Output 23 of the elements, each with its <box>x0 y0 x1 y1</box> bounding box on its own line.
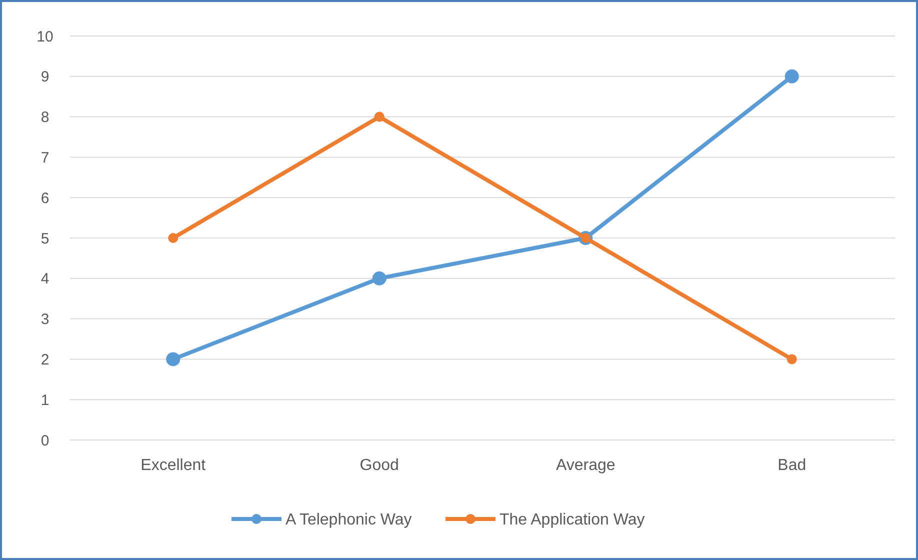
y-tick-label: 9 <box>40 68 50 86</box>
y-tick-label: 5 <box>40 230 50 248</box>
y-tick-label: 7 <box>40 149 50 166</box>
point <box>372 271 386 286</box>
y-tick-label: 6 <box>40 190 50 207</box>
y-tick-label: 0 <box>40 432 50 450</box>
x-tick-label: Average <box>556 457 616 474</box>
point <box>166 352 180 366</box>
point <box>168 233 178 243</box>
x-tick-label: Bad <box>778 457 806 474</box>
legend-label: A Telephonic Way <box>286 512 412 529</box>
point <box>786 354 797 364</box>
legend-label: The Application Way <box>500 512 645 529</box>
x-tick-label: Excellent <box>140 457 206 474</box>
y-tick-label: 2 <box>40 351 50 368</box>
y-tick-label: 10 <box>36 28 54 46</box>
y-tick-label: 8 <box>40 109 50 126</box>
y-tick-label: 1 <box>40 392 50 409</box>
y-tick-label: 3 <box>40 311 50 328</box>
x-tick-label: Good <box>360 457 399 474</box>
y-tick-label: 4 <box>40 270 50 288</box>
point <box>784 69 799 84</box>
point <box>374 112 384 122</box>
